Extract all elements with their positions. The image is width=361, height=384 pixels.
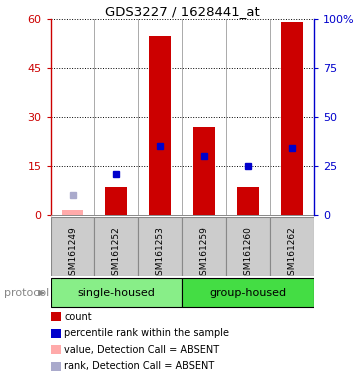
Title: GDS3227 / 1628441_at: GDS3227 / 1628441_at	[105, 5, 260, 18]
Bar	[51, 278, 182, 308]
Text: protocol: protocol	[4, 288, 49, 298]
Text: value, Detection Call = ABSENT: value, Detection Call = ABSENT	[64, 345, 219, 355]
Bar	[237, 187, 259, 215]
Bar	[51, 312, 61, 321]
Bar	[51, 217, 95, 276]
Text: GSM161260: GSM161260	[244, 226, 253, 281]
Bar	[193, 127, 215, 215]
Bar	[281, 23, 303, 215]
Bar	[138, 217, 182, 276]
Bar	[182, 217, 226, 276]
Text: single-housed: single-housed	[78, 288, 155, 298]
Text: GSM161249: GSM161249	[68, 226, 77, 281]
Bar	[51, 345, 61, 354]
Text: GSM161253: GSM161253	[156, 226, 165, 281]
Text: GSM161259: GSM161259	[200, 226, 209, 281]
Bar	[51, 362, 61, 371]
Text: rank, Detection Call = ABSENT: rank, Detection Call = ABSENT	[64, 361, 214, 371]
Bar	[61, 210, 83, 215]
Bar	[270, 217, 314, 276]
Bar	[51, 329, 61, 338]
Text: percentile rank within the sample: percentile rank within the sample	[64, 328, 229, 338]
Text: GSM161262: GSM161262	[288, 226, 297, 281]
Bar	[226, 217, 270, 276]
Bar	[95, 217, 138, 276]
Text: count: count	[64, 312, 92, 322]
Bar	[182, 278, 314, 308]
Bar	[149, 36, 171, 215]
Text: GSM161252: GSM161252	[112, 226, 121, 281]
Text: group-housed: group-housed	[210, 288, 287, 298]
Bar	[105, 187, 127, 215]
